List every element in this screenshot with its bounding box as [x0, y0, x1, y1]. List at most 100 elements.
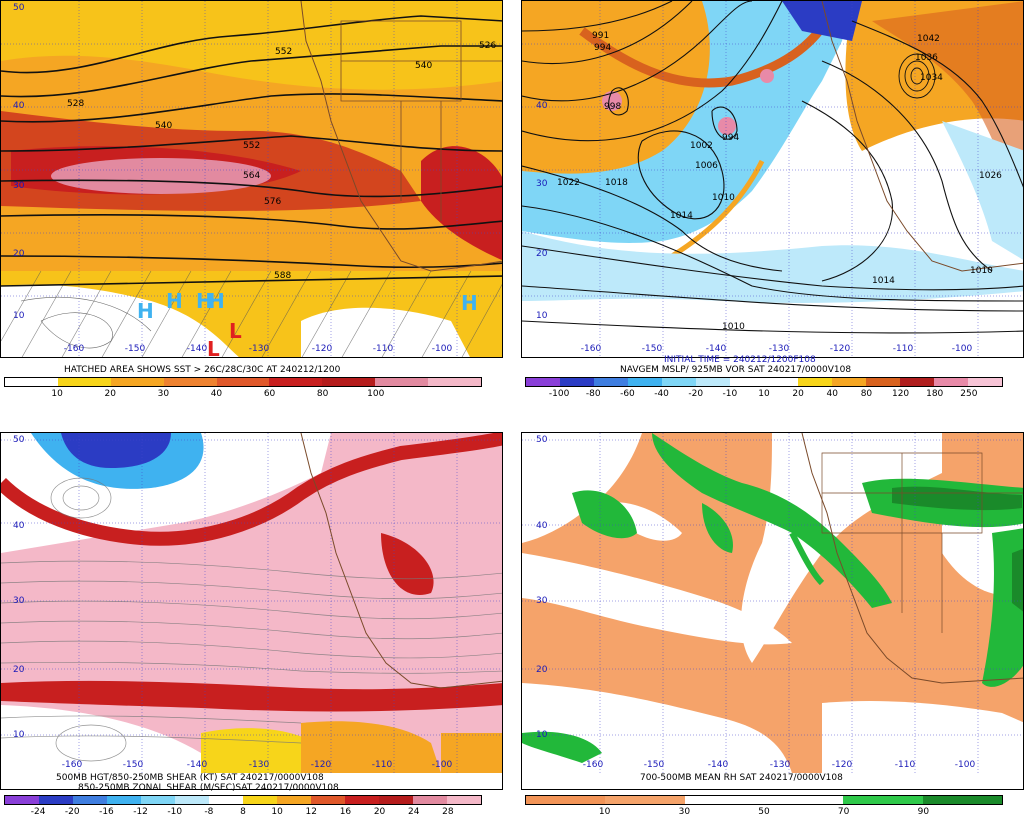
colorbar-swatch: [594, 378, 628, 386]
colorbar-tick-label: 120: [891, 389, 910, 399]
lon-label: -100: [431, 344, 453, 354]
colorbar-swatch: [764, 378, 798, 386]
colorbar-tick-label: -10: [167, 807, 183, 817]
panel-mean-rh: 50 40 30 20 10 -160 -150 -140 -130 -120 …: [521, 432, 1024, 790]
colorbar-swatch: [163, 378, 217, 386]
colorbar-swatch: [526, 796, 606, 804]
contour-label: 552: [275, 47, 293, 57]
lon-label: -160: [63, 344, 85, 354]
low-pressure-marker: L: [229, 319, 242, 343]
lat-label: 30: [13, 596, 25, 606]
colorbar-tick-label: 20: [104, 389, 116, 399]
colorbar-swatch: [413, 796, 447, 804]
colorbar-swatch: [684, 796, 764, 804]
colorbar-swatch: [322, 378, 376, 386]
colorbar-tick-label: 20: [792, 389, 804, 399]
contour-label: 998: [604, 102, 622, 112]
high-pressure-marker: H: [166, 289, 183, 313]
contour-label: 1010: [970, 266, 993, 276]
colorbar-tick-label: 16: [339, 807, 352, 817]
colorbar-tick-label: -16: [99, 807, 114, 817]
colorbar-ticks: 10 30 50 70 90: [525, 807, 1003, 819]
contour-label: 1006: [695, 161, 718, 171]
lon-label: -110: [371, 760, 393, 770]
colorbar-swatch: [5, 378, 58, 386]
colorbar-tick-label: 50: [758, 807, 770, 817]
colorbar-swatch: [798, 378, 832, 386]
lat-label: 40: [13, 521, 25, 531]
contour-label: 1002: [690, 141, 713, 151]
colorbar-tick-label: 10: [598, 807, 611, 817]
lon-label: -140: [705, 344, 727, 354]
colorbar-swatch: [107, 796, 141, 804]
map-canvas-p1: [1, 1, 502, 357]
lat-label: 40: [13, 101, 25, 111]
colorbar-tick-label: 10: [758, 389, 770, 399]
contour-label: 576: [264, 197, 282, 207]
colorbar-tick-label: 30: [157, 389, 170, 399]
panel-zonal-shear: 50 40 30 20 10 -160 -150 -140 -130 -120 …: [0, 432, 503, 790]
lon-label: -150: [641, 344, 663, 354]
contour-label: 588: [274, 271, 292, 281]
colorbar-tick-label: 70: [837, 807, 850, 817]
lat-label: 10: [13, 311, 25, 321]
lon-label: -100: [954, 760, 976, 770]
colorbar-swatch: [832, 378, 866, 386]
panel-caption: HATCHED AREA SHOWS SST > 26C/28C/30C AT …: [64, 365, 341, 375]
colorbar-swatch: [311, 796, 345, 804]
panel-mslp-vorticity: 991 994 998 994 1002 1006 1022 1018 1014…: [521, 0, 1024, 358]
colorbar-swatch: [243, 796, 277, 804]
contour-label: 994: [594, 43, 612, 53]
low-pressure-marker: L: [207, 337, 220, 358]
colorbar-tick-label: 12: [305, 807, 318, 817]
lat-label: 20: [536, 249, 548, 259]
lon-label: -130: [768, 344, 790, 354]
colorbar-swatch: [269, 378, 323, 386]
colorbar-tick-label: 80: [316, 389, 329, 399]
colorbar-swatch: [934, 378, 968, 386]
lat-label: 50: [13, 435, 25, 445]
map-canvas-p4: [522, 433, 1023, 773]
colorbar-swatch: [209, 796, 243, 804]
lon-label: -160: [61, 760, 83, 770]
colorbar-swatch: [73, 796, 107, 804]
colorbar-tick-label: 180: [926, 389, 944, 399]
colorbar-tick-label: 28: [442, 807, 454, 817]
lat-label: 50: [13, 3, 25, 13]
colorbar-tick-label: -100: [548, 389, 570, 399]
colorbar-swatch: [763, 796, 844, 804]
contour-label: 526: [479, 41, 497, 51]
lon-label: -110: [892, 344, 914, 354]
colorbar-swatch: [375, 378, 429, 386]
contour-label: 552: [243, 141, 261, 151]
lon-label: -140: [707, 760, 729, 770]
colorbar-swatch: [5, 796, 39, 804]
high-pressure-marker: H: [196, 289, 213, 313]
panel-caption: NAVGEM MSLP/ 925MB VOR SAT 240217/0000V1…: [620, 365, 852, 375]
lat-label: 10: [536, 311, 548, 321]
colorbar-tick-label: 24: [407, 807, 420, 817]
colorbar-swatch: [447, 796, 481, 804]
contour-label: 528: [67, 99, 85, 109]
lat-label: 10: [536, 730, 548, 740]
contour-label: 540: [415, 61, 433, 71]
contour-label: 994: [722, 133, 740, 143]
lon-label: -110: [894, 760, 916, 770]
contour-label: 1018: [605, 178, 628, 188]
colorbar-tick-label: -80: [585, 389, 601, 399]
lat-label: 30: [13, 181, 25, 191]
colorbar-tick-label: -8: [204, 807, 214, 817]
lat-label: 50: [536, 435, 548, 445]
colorbar: [525, 377, 1003, 387]
colorbar-swatch: [216, 378, 270, 386]
colorbar-tick-label: 100: [367, 389, 385, 399]
colorbar-swatch: [866, 378, 900, 386]
lon-label: -150: [122, 760, 144, 770]
colorbar-swatch: [696, 378, 730, 386]
map-canvas-p2: [522, 1, 1023, 357]
contour-label: 1022: [557, 178, 580, 188]
colorbar-swatch: [345, 796, 379, 804]
lon-label: -110: [372, 344, 394, 354]
contour-label: 1036: [915, 53, 938, 63]
colorbar-swatch: [277, 796, 311, 804]
